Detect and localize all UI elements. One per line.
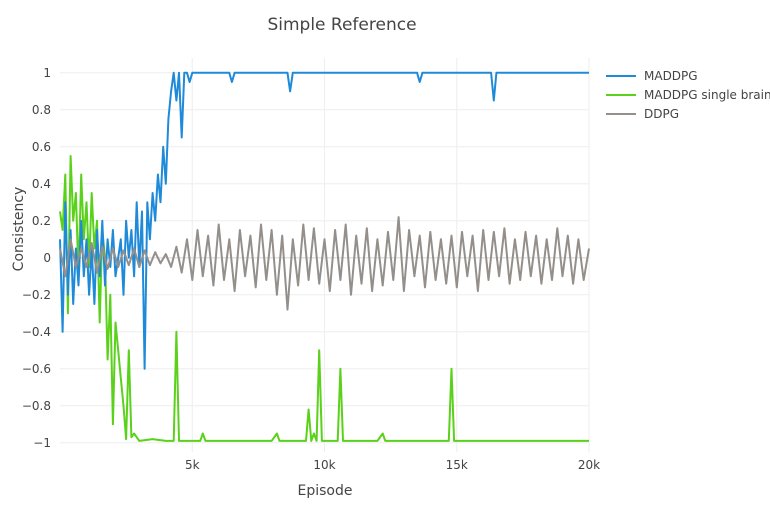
x-axis-ticks: 5k 10k 15k 20k: [185, 458, 600, 472]
y-tick-label: −1: [33, 436, 51, 450]
y-axis-title: Consistency: [11, 187, 27, 272]
series-line-ddpg: [59, 216, 590, 311]
y-tick-label: 1: [43, 66, 51, 80]
y-tick-label: −0.6: [22, 362, 51, 376]
chart-title: Simple Reference: [267, 15, 416, 35]
legend-item-maddpg-single-brain[interactable]: MADDPG single brain: [606, 88, 770, 102]
y-tick-label: 0.6: [32, 140, 51, 154]
legend-item-maddpg[interactable]: MADDPG: [606, 69, 698, 83]
x-tick-label: 20k: [578, 458, 600, 472]
x-tick-label: 5k: [185, 458, 200, 472]
y-tick-label: −0.2: [22, 288, 51, 302]
x-tick-label: 15k: [446, 458, 468, 472]
series-layer: [59, 71, 590, 442]
series-line-maddpg: [59, 71, 589, 370]
legend[interactable]: MADDPG MADDPG single brain DDPG: [606, 69, 770, 121]
legend-item-ddpg[interactable]: DDPG: [606, 107, 679, 121]
y-tick-label: 0.4: [32, 177, 51, 191]
y-tick-label: 0.8: [32, 103, 51, 117]
x-axis-title: Episode: [298, 483, 353, 499]
legend-label: MADDPG single brain: [644, 88, 770, 102]
y-axis-ticks: 1 0.8 0.6 0.4 0.2 0 −0.2 −0.4 −0.6 −0.8 −1: [22, 66, 51, 450]
y-tick-label: −0.4: [22, 325, 51, 339]
y-tick-label: 0.2: [32, 214, 51, 228]
legend-label: MADDPG: [644, 69, 698, 83]
x-tick-label: 10k: [313, 458, 335, 472]
y-tick-label: −0.8: [22, 399, 51, 413]
legend-label: DDPG: [644, 107, 679, 121]
y-tick-label: 0: [43, 251, 51, 265]
